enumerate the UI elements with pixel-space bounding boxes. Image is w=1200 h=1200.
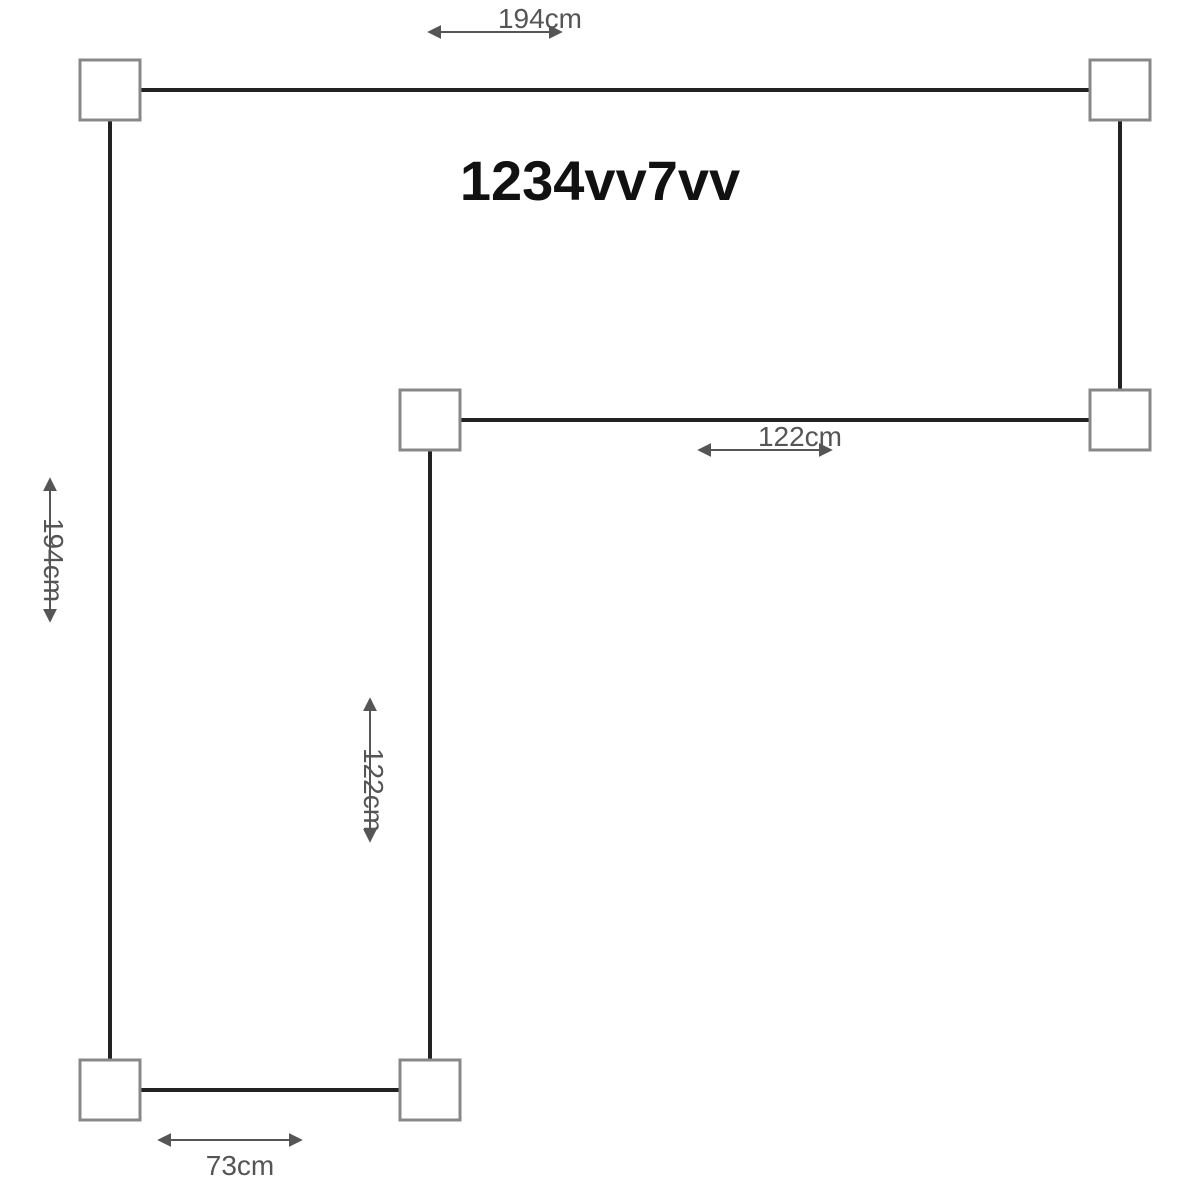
dimension-label: 194cm [498, 3, 582, 34]
dimension-label: 73cm [206, 1150, 274, 1181]
corner-post [1090, 60, 1150, 120]
corner-post [80, 60, 140, 120]
corner-post [400, 1060, 460, 1120]
corner-post [1090, 390, 1150, 450]
corner-post [80, 1060, 140, 1120]
corner-post [400, 390, 460, 450]
dimension-label: 194cm [38, 518, 69, 602]
dimension-label: 122cm [758, 421, 842, 452]
diagram-title: 1234vv7vv [460, 149, 740, 212]
floor-plan-diagram: 194cm 122cm 73cm 194cm 122cm 1234vv7vv [0, 0, 1200, 1200]
dimension-label: 122cm [358, 748, 389, 832]
